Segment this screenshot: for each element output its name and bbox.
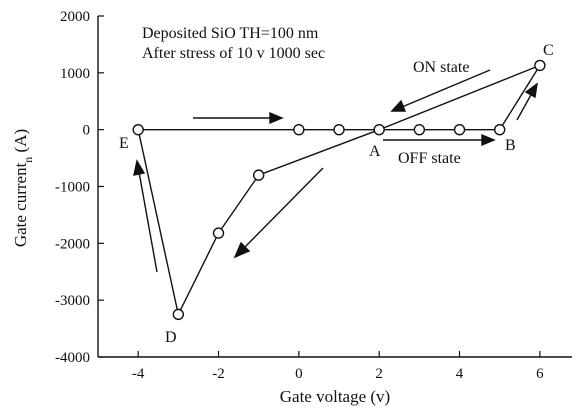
arrow-down-left xyxy=(233,167,324,259)
data-point-marker xyxy=(373,123,385,136)
x-tick-label: -2 xyxy=(212,366,225,382)
point-label-d: D xyxy=(165,329,177,346)
annotation-stress: After stress of 10 v 1000 sec xyxy=(142,45,325,62)
direction-arrows xyxy=(133,69,538,273)
x-tick-label: -4 xyxy=(132,366,145,382)
x-tick-label: 0 xyxy=(295,366,303,382)
y-tick-label: 1000 xyxy=(60,66,90,82)
data-point-marker xyxy=(493,123,506,136)
data-point-marker xyxy=(534,59,546,72)
arrow-up-bc xyxy=(516,82,538,121)
y-axis-title: Gate currentn (A) xyxy=(11,129,35,247)
y-tick-label: -4000 xyxy=(55,350,90,366)
arrow-right-top xyxy=(193,111,284,125)
hysteresis-curve xyxy=(137,63,542,317)
y-axis-title-subscript: n xyxy=(21,157,35,163)
point-label-e: E xyxy=(119,135,129,152)
x-ticks: -4 -2 0 2 4 6 xyxy=(132,351,544,382)
y-axis-title-main: Gate current xyxy=(11,162,30,247)
arrow-up-de xyxy=(133,159,158,273)
data-point-marker xyxy=(212,227,225,239)
y-ticks: 2000 1000 0 -1000 -2000 -3000 -4000 xyxy=(55,9,104,366)
y-tick-label: 0 xyxy=(83,123,91,139)
x-tick-label: 4 xyxy=(456,366,464,382)
annotation-deposited: Deposited SiO TH=100 nm xyxy=(142,25,319,42)
y-tick-label: -1000 xyxy=(55,180,90,196)
y-tick-label: 2000 xyxy=(60,9,90,25)
data-point-marker xyxy=(132,123,144,136)
point-label-c: C xyxy=(543,42,554,59)
data-point-marker xyxy=(453,123,466,136)
y-axis-title-unit: (A) xyxy=(11,129,30,157)
data-point-marker xyxy=(172,308,185,321)
data-point-marker xyxy=(413,123,426,136)
arrow-on-state xyxy=(390,69,491,112)
data-point-marker xyxy=(252,169,265,181)
data-point-marker xyxy=(293,123,305,136)
annotation-on-state: ON state xyxy=(413,59,469,76)
y-tick-label: -3000 xyxy=(55,293,90,309)
arrow-off-state xyxy=(383,133,496,147)
point-label-b: B xyxy=(505,137,516,154)
data-point-marker xyxy=(333,123,345,136)
x-tick-label: 2 xyxy=(375,366,383,382)
point-label-a: A xyxy=(369,143,381,160)
x-axis-title: Gate voltage (v) xyxy=(280,387,390,406)
data-markers xyxy=(132,59,546,321)
x-tick-label: 6 xyxy=(536,366,544,382)
annotation-off-state: OFF state xyxy=(398,150,461,167)
y-tick-label: -2000 xyxy=(55,236,90,252)
